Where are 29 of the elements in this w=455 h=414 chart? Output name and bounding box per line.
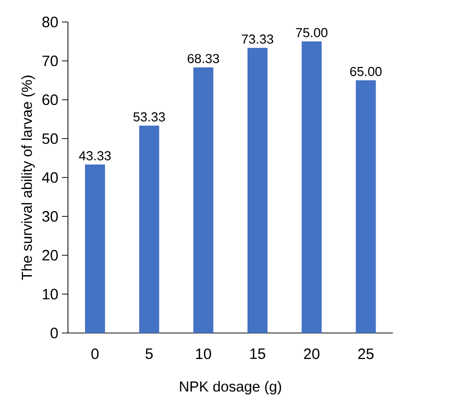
data-label: 68.33 [188, 54, 220, 64]
bar [356, 80, 376, 333]
data-label: 73.33 [242, 34, 274, 44]
y-tick-label: 20 [42, 250, 58, 261]
y-axis-title: The survival ability of larvae (%) [21, 76, 35, 280]
x-tick-label: 0 [91, 348, 99, 360]
x-tick-label: 15 [250, 348, 266, 359]
x-tick-label: 10 [196, 348, 212, 360]
data-label: 53.33 [133, 112, 165, 122]
x-tick-label: 20 [304, 348, 320, 360]
y-tick-label: 30 [42, 211, 58, 222]
x-tick-label: 5 [146, 348, 153, 359]
y-tick-label: 0 [50, 328, 58, 338]
data-label: 43.33 [79, 151, 111, 160]
bar [193, 67, 214, 333]
y-tick-label: 40 [42, 172, 58, 183]
x-tick-label: 25 [358, 348, 374, 360]
y-tick-label: 80 [42, 16, 58, 28]
y-tick-label: 70 [42, 56, 58, 66]
data-label: 75.00 [296, 28, 328, 38]
y-tick-label: 10 [42, 288, 58, 300]
x-axis-title: NPK dosage (g) [180, 381, 282, 395]
bar [302, 41, 322, 333]
data-label: 65.00 [350, 66, 382, 76]
bar [248, 48, 268, 333]
y-tick-label: 50 [42, 133, 58, 144]
bar [85, 164, 106, 333]
bar [139, 126, 160, 333]
y-tick-label: 60 [42, 94, 58, 106]
